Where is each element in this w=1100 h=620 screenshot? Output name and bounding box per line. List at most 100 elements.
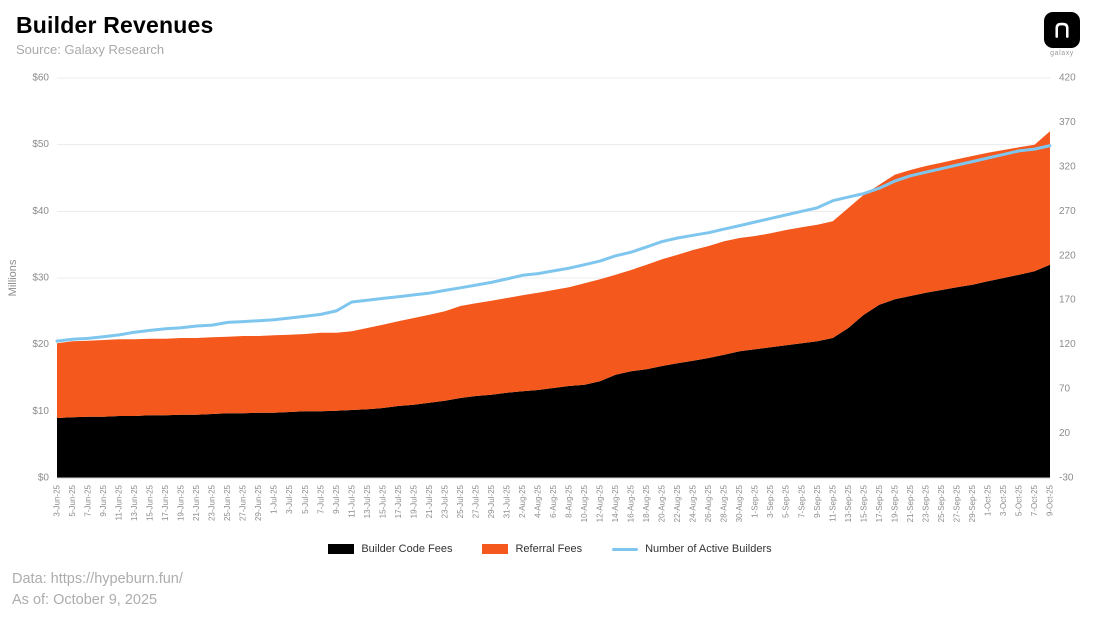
svg-text:7-Sep-25: 7-Sep-25 xyxy=(797,484,806,517)
svg-text:28-Aug-25: 28-Aug-25 xyxy=(720,484,729,522)
svg-text:14-Aug-25: 14-Aug-25 xyxy=(611,484,620,522)
svg-text:18-Aug-25: 18-Aug-25 xyxy=(642,484,651,522)
footer: Data: https://hypeburn.fun/ As of: Octob… xyxy=(0,557,1100,611)
svg-text:23-Sep-25: 23-Sep-25 xyxy=(921,484,930,522)
svg-text:7-Oct-25: 7-Oct-25 xyxy=(1030,484,1039,516)
svg-text:19-Sep-25: 19-Sep-25 xyxy=(890,484,899,522)
svg-text:19-Jun-25: 19-Jun-25 xyxy=(177,484,186,521)
legend-swatch-active-builders xyxy=(612,547,639,551)
galaxy-helmet-icon xyxy=(1055,22,1069,38)
svg-text:17-Jun-25: 17-Jun-25 xyxy=(161,484,170,521)
svg-text:20-Aug-25: 20-Aug-25 xyxy=(658,484,667,522)
svg-text:22-Aug-25: 22-Aug-25 xyxy=(673,484,682,522)
footer-as-of: As of: October 9, 2025 xyxy=(12,592,158,609)
svg-text:21-Jul-25: 21-Jul-25 xyxy=(425,484,434,518)
legend-item-referral-fees: Referral Fees xyxy=(482,543,582,555)
svg-text:10-Aug-25: 10-Aug-25 xyxy=(580,484,589,522)
legend-swatch-builder-code-fees xyxy=(328,544,355,554)
svg-text:$50: $50 xyxy=(32,139,49,150)
svg-text:27-Jun-25: 27-Jun-25 xyxy=(239,484,248,521)
svg-text:120: 120 xyxy=(1059,339,1076,350)
svg-text:20: 20 xyxy=(1059,428,1071,439)
svg-text:1-Sep-25: 1-Sep-25 xyxy=(751,484,760,517)
svg-text:7-Jun-25: 7-Jun-25 xyxy=(84,484,93,516)
svg-text:1-Jul-25: 1-Jul-25 xyxy=(270,484,279,513)
svg-text:5-Sep-25: 5-Sep-25 xyxy=(782,484,791,517)
svg-text:16-Aug-25: 16-Aug-25 xyxy=(627,484,636,522)
svg-text:270: 270 xyxy=(1059,206,1076,217)
galaxy-logo-text: galaxy xyxy=(1050,50,1074,57)
svg-text:70: 70 xyxy=(1059,384,1071,395)
svg-text:9-Sep-25: 9-Sep-25 xyxy=(813,484,822,517)
legend-label-referral-fees: Referral Fees xyxy=(515,543,583,555)
svg-text:2-Aug-25: 2-Aug-25 xyxy=(518,484,527,517)
svg-text:15-Jun-25: 15-Jun-25 xyxy=(146,484,155,521)
svg-text:$60: $60 xyxy=(32,73,49,84)
svg-text:15-Jul-25: 15-Jul-25 xyxy=(378,484,387,518)
svg-text:11-Jul-25: 11-Jul-25 xyxy=(347,484,356,517)
page-title: Builder Revenues xyxy=(16,12,214,38)
svg-text:27-Sep-25: 27-Sep-25 xyxy=(952,484,961,522)
svg-text:4-Aug-25: 4-Aug-25 xyxy=(533,484,542,517)
svg-text:25-Jul-25: 25-Jul-25 xyxy=(456,484,465,518)
svg-text:$0: $0 xyxy=(38,473,50,484)
svg-text:3-Jul-25: 3-Jul-25 xyxy=(285,484,294,513)
svg-text:6-Aug-25: 6-Aug-25 xyxy=(549,484,558,517)
svg-text:220: 220 xyxy=(1059,250,1076,261)
header-titles: Builder Revenues Source: Galaxy Research xyxy=(16,12,214,57)
svg-text:9-Jun-25: 9-Jun-25 xyxy=(99,484,108,516)
svg-text:25-Sep-25: 25-Sep-25 xyxy=(937,484,946,522)
svg-text:21-Sep-25: 21-Sep-25 xyxy=(906,484,915,522)
svg-text:370: 370 xyxy=(1059,117,1076,128)
svg-text:23-Jun-25: 23-Jun-25 xyxy=(208,484,217,521)
legend-swatch-referral-fees xyxy=(482,544,509,554)
svg-text:3-Jun-25: 3-Jun-25 xyxy=(53,484,62,516)
svg-text:-30: -30 xyxy=(1059,473,1074,484)
header: Builder Revenues Source: Galaxy Research… xyxy=(0,0,1100,58)
svg-text:17-Jul-25: 17-Jul-25 xyxy=(394,484,403,518)
galaxy-logo-icon xyxy=(1044,12,1080,48)
legend-label-builder-code-fees: Builder Code Fees xyxy=(361,543,453,555)
svg-text:13-Jul-25: 13-Jul-25 xyxy=(363,484,372,518)
svg-text:29-Jul-25: 29-Jul-25 xyxy=(487,484,496,518)
svg-text:26-Aug-25: 26-Aug-25 xyxy=(704,484,713,522)
svg-text:$20: $20 xyxy=(32,339,49,350)
svg-text:$40: $40 xyxy=(32,206,49,217)
svg-text:9-Jul-25: 9-Jul-25 xyxy=(332,484,341,513)
svg-text:21-Jun-25: 21-Jun-25 xyxy=(192,484,201,521)
svg-text:29-Jun-25: 29-Jun-25 xyxy=(254,484,263,521)
svg-text:5-Jul-25: 5-Jul-25 xyxy=(301,484,310,513)
source-subtitle: Source: Galaxy Research xyxy=(16,42,165,57)
svg-text:5-Oct-25: 5-Oct-25 xyxy=(1014,484,1023,516)
svg-text:13-Sep-25: 13-Sep-25 xyxy=(844,484,853,522)
svg-text:Millions: Millions xyxy=(7,259,19,296)
svg-text:1-Oct-25: 1-Oct-25 xyxy=(983,484,992,516)
svg-text:$30: $30 xyxy=(32,273,49,284)
svg-text:19-Jul-25: 19-Jul-25 xyxy=(409,484,418,518)
svg-text:9-Oct-25: 9-Oct-25 xyxy=(1046,484,1055,516)
svg-text:3-Sep-25: 3-Sep-25 xyxy=(766,484,775,517)
svg-text:170: 170 xyxy=(1059,295,1076,306)
chart-legend: Builder Code Fees Referral Fees Number o… xyxy=(0,541,1100,557)
galaxy-logo: galaxy xyxy=(1044,12,1080,57)
svg-text:420: 420 xyxy=(1059,73,1076,84)
svg-text:24-Aug-25: 24-Aug-25 xyxy=(689,484,698,522)
svg-text:31-Jul-25: 31-Jul-25 xyxy=(502,484,511,518)
svg-text:$10: $10 xyxy=(32,406,49,417)
svg-text:3-Oct-25: 3-Oct-25 xyxy=(999,484,1008,516)
legend-item-active-builders: Number of Active Builders xyxy=(612,543,772,555)
legend-item-builder-code-fees: Builder Code Fees xyxy=(328,543,452,555)
svg-text:11-Sep-25: 11-Sep-25 xyxy=(828,484,837,521)
svg-text:30-Aug-25: 30-Aug-25 xyxy=(735,484,744,522)
footer-data-source: Data: https://hypeburn.fun/ xyxy=(12,571,183,587)
svg-text:15-Sep-25: 15-Sep-25 xyxy=(859,484,868,522)
revenue-chart-canvas: $0 $10 $20 $30 $40 $50 $60 -30 20 70 120 170 220 270 3… xyxy=(7,73,1076,523)
legend-label-active-builders: Number of Active Builders xyxy=(645,543,772,555)
svg-text:7-Jul-25: 7-Jul-25 xyxy=(316,484,325,513)
svg-text:29-Sep-25: 29-Sep-25 xyxy=(968,484,977,522)
svg-text:25-Jun-25: 25-Jun-25 xyxy=(223,484,232,521)
svg-text:12-Aug-25: 12-Aug-25 xyxy=(596,484,605,522)
svg-text:11-Jun-25: 11-Jun-25 xyxy=(115,484,124,520)
svg-text:5-Jun-25: 5-Jun-25 xyxy=(68,484,77,516)
